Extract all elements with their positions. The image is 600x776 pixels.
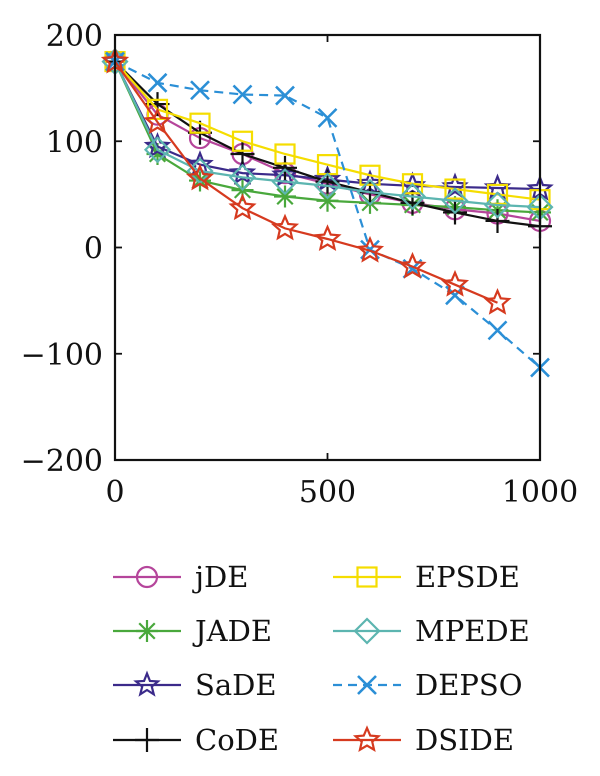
y-tick-label: 200 bbox=[46, 19, 103, 54]
legend-item-code: CoDE bbox=[113, 723, 279, 757]
legend-marker-code bbox=[135, 728, 159, 752]
x-tick-label: 500 bbox=[299, 475, 356, 510]
point-code-300 bbox=[230, 142, 255, 166]
point-sade-100 bbox=[143, 132, 172, 159]
point-epsde-900 bbox=[486, 183, 509, 205]
point-depso-400 bbox=[275, 85, 295, 106]
series-line-epsde bbox=[114, 60, 541, 201]
series-layer bbox=[100, 46, 554, 378]
series-line-dside bbox=[114, 60, 498, 304]
point-depso-300 bbox=[232, 84, 253, 105]
point-jade-200 bbox=[189, 169, 211, 192]
legend-item-jade: JADE bbox=[113, 614, 272, 648]
point-mpede-500 bbox=[313, 172, 342, 200]
point-mpede-300 bbox=[228, 163, 257, 191]
point-depso-500 bbox=[317, 107, 338, 128]
point-dside-700 bbox=[398, 251, 427, 279]
point-mpede-800 bbox=[441, 187, 469, 215]
point-dside-800 bbox=[440, 269, 470, 297]
legend-marker-depso bbox=[357, 675, 377, 695]
point-code-700 bbox=[400, 190, 425, 215]
point-epsde-200 bbox=[189, 112, 211, 134]
point-depso-200 bbox=[190, 80, 210, 101]
point-sade-200 bbox=[186, 150, 214, 177]
legend-marker-jade bbox=[136, 620, 158, 642]
point-depso-100 bbox=[147, 72, 168, 93]
legend-item-jde: jDE bbox=[113, 560, 248, 594]
y-tick-label: 0 bbox=[84, 232, 103, 267]
legend-item-sade: SaDE bbox=[113, 668, 277, 702]
y-tick-label: 100 bbox=[46, 125, 103, 160]
legend-label-sade: SaDE bbox=[195, 668, 277, 702]
plot-frame bbox=[113, 33, 542, 462]
point-jade-100 bbox=[146, 143, 169, 165]
legend-label-code: CoDE bbox=[195, 723, 279, 757]
point-mpede-700 bbox=[398, 182, 427, 211]
series-dside bbox=[100, 46, 512, 315]
point-mpede-100 bbox=[143, 136, 172, 164]
legend: jDE JADE SaDE CoDE EPSDE MPEDE DEPSO DSIDE bbox=[113, 560, 530, 757]
point-dside-300 bbox=[228, 193, 257, 221]
legend-item-mpede: MPEDE bbox=[333, 614, 530, 648]
point-epsde-400 bbox=[274, 143, 296, 165]
legend-label-jade: JADE bbox=[192, 614, 272, 648]
point-dside-400 bbox=[270, 213, 300, 241]
series-line-depso bbox=[114, 60, 541, 369]
point-code-400 bbox=[273, 155, 297, 180]
point-jade-400 bbox=[274, 185, 296, 208]
legend-label-jde: jDE bbox=[192, 560, 248, 594]
point-dside-500 bbox=[313, 224, 342, 251]
x-tick-label: 1000 bbox=[502, 475, 578, 510]
legend-item-depso: DEPSO bbox=[333, 668, 523, 702]
legend-label-dside: DSIDE bbox=[415, 723, 514, 757]
legend-label-epsde: EPSDE bbox=[415, 560, 520, 594]
legend-marker-jde bbox=[135, 565, 159, 589]
legend-item-epsde: EPSDE bbox=[333, 560, 520, 594]
point-sade-800 bbox=[441, 172, 469, 199]
x-tick-label: 0 bbox=[105, 475, 124, 510]
point-mpede-600 bbox=[356, 178, 384, 206]
point-dside-200 bbox=[185, 163, 215, 191]
legend-item-dside: DSIDE bbox=[333, 723, 514, 757]
point-epsde-300 bbox=[231, 130, 254, 152]
y-tick-label: −100 bbox=[21, 338, 103, 373]
point-code-900 bbox=[485, 208, 510, 233]
point-epsde-600 bbox=[359, 164, 381, 186]
legend-label-depso: DEPSO bbox=[415, 668, 523, 702]
point-depso-900 bbox=[487, 320, 508, 341]
point-epsde-800 bbox=[444, 178, 466, 200]
series-depso bbox=[105, 51, 550, 378]
legend-marker-mpede bbox=[353, 617, 381, 645]
legend-marker-sade bbox=[133, 670, 161, 697]
point-dside-600 bbox=[355, 235, 385, 263]
legend-marker-epsde bbox=[356, 566, 378, 588]
legend-label-mpede: MPEDE bbox=[415, 614, 530, 648]
point-dside-900 bbox=[483, 287, 512, 315]
legend-marker-dside bbox=[352, 725, 382, 752]
y-tick-label: −200 bbox=[21, 444, 103, 479]
point-mpede-900 bbox=[483, 191, 512, 219]
point-jade-500 bbox=[316, 189, 339, 212]
point-mpede-400 bbox=[271, 168, 299, 196]
series-line-mpede bbox=[114, 61, 541, 209]
point-epsde-700 bbox=[401, 173, 424, 195]
tick-marks bbox=[114, 34, 541, 461]
point-dside-100 bbox=[143, 107, 172, 135]
